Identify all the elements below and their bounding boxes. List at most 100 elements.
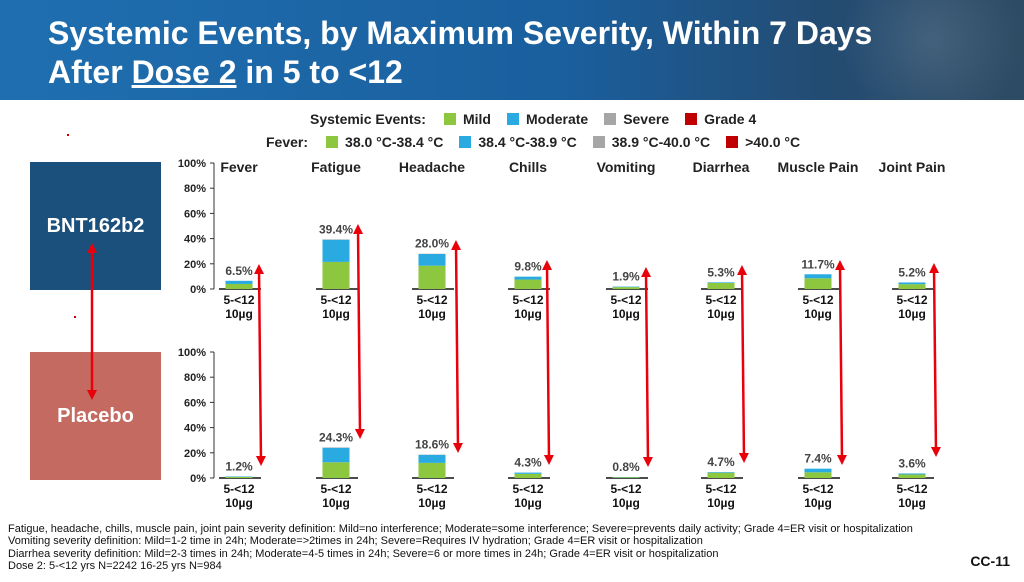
legend-item-moderate: Moderate [506,111,589,127]
total-label: 9.8% [514,260,542,274]
bar-segment-mild [612,477,640,478]
swatch-grade4 [685,113,698,125]
legend-item-fever-2: 38.4 °C-38.9 °C [459,134,577,150]
stray-mark [74,316,76,318]
bar-segment-mild [322,462,350,478]
x-tick-label-line1: 5-<12 [223,293,254,307]
legend-item-fever-1: 38.0 °C-38.4 °C [326,134,443,150]
bar-segment-mild [707,472,735,478]
x-tick-label-line1: 5-<12 [610,482,641,496]
total-label: 3.6% [898,456,926,470]
title-line-2-suffix: in 5 to <12 [236,54,403,90]
bar-segment-moderate [514,276,542,280]
y-tick-label: 80% [184,372,206,384]
x-tick-label-line1: 5-<12 [320,293,351,307]
x-tick-label-line2: 10µg [322,307,350,321]
category-header: Headache [399,159,465,175]
total-label: 18.6% [415,438,449,452]
title-line-2: After Dose 2 in 5 to <12 [48,53,872,92]
total-label: 28.0% [415,237,449,251]
title-banner: Systemic Events, by Maximum Severity, Wi… [0,0,1024,100]
x-tick-label-line1: 5-<12 [896,293,927,307]
bar-segment-mild [707,282,735,289]
x-tick-label-line1: 5-<12 [512,482,543,496]
bar-segment-mild [514,279,542,289]
total-label: 1.2% [225,459,253,473]
x-tick-label-line1: 5-<12 [223,482,254,496]
comparison-arrow [353,224,365,439]
title-line-2-prefix: After [48,54,132,90]
x-tick-label-line1: 5-<12 [896,482,927,496]
slide-number: CC-11 [970,553,1010,569]
bar-segment-moderate [804,468,832,473]
legend-moderate-label: Moderate [525,111,589,127]
y-tick-label: 0% [190,284,206,296]
bar-segment-mild [804,472,832,478]
legend-grade4-label: Grade 4 [704,111,757,127]
x-tick-label-line2: 10µg [612,307,640,321]
total-label: 11.7% [801,257,835,271]
category-header: Diarrhea [693,159,750,175]
bar-segment-mild [514,473,542,478]
bar-segment-mild [225,476,253,478]
x-tick-label-line2: 10µg [898,496,926,510]
y-tick-label: 100% [178,347,206,359]
swatch-severe [604,113,617,125]
x-tick-label-line2: 10µg [514,307,542,321]
footnotes: Fatigue, headache, chills, muscle pain, … [8,523,913,573]
comparison-arrow [737,265,749,463]
title-dose-underlined: Dose 2 [131,54,237,90]
bar-segment-moderate [418,454,446,463]
x-tick-label-line1: 5-<12 [802,293,833,307]
bar-segment-moderate [225,280,253,284]
y-tick-label: 40% [184,423,206,435]
legend-item-grade4: Grade 4 [685,111,756,127]
legend-fever: Fever: 38.0 °C-38.4 °C 38.4 °C-38.9 °C 3… [266,134,816,150]
bar-segment-moderate [322,239,350,262]
category-header: Chills [509,159,547,175]
slide-title: Systemic Events, by Maximum Severity, Wi… [48,14,872,92]
total-label: 0.8% [612,460,640,474]
footnote-4: Dose 2: 5-<12 yrs N=2242 16-25 yrs N=984 [8,560,222,573]
comparison-arrow [451,240,463,453]
total-label: 39.4% [319,222,353,236]
legend-fever-3-label: 38.9 °C-40.0 °C [611,134,711,150]
x-tick-label-line2: 10µg [804,496,832,510]
bar-segment-mild [804,278,832,289]
y-tick-label: 60% [184,397,206,409]
bar-segment-mild [898,284,926,289]
footnote-1: Fatigue, headache, chills, muscle pain, … [8,523,913,535]
x-tick-label-line2: 10µg [707,496,735,510]
legend-item-severe: Severe [604,111,669,127]
category-header: Muscle Pain [778,159,859,175]
x-tick-label-line1: 5-<12 [416,293,447,307]
x-tick-label-line1: 5-<12 [610,293,641,307]
x-tick-label-line1: 5-<12 [320,482,351,496]
bar-segment-moderate [898,282,926,285]
comparison-arrow [641,267,653,467]
x-tick-label-line1: 5-<12 [705,293,736,307]
legend-systemic: Systemic Events: Mild Moderate Severe Gr… [310,111,772,127]
legend-fever-2-label: 38.4 °C-38.9 °C [478,134,577,150]
total-label: 1.9% [612,270,640,284]
bar-segment-mild [225,283,253,289]
swatch-mild [443,113,456,125]
x-tick-label-line1: 5-<12 [802,482,833,496]
bar-segment-moderate [707,282,735,283]
total-label: 7.4% [804,452,832,466]
swatch-moderate [506,113,519,125]
comparison-arrow [835,260,847,465]
category-header: Joint Pain [879,159,946,175]
bar-segment-moderate [804,274,832,279]
footnote-3: Diarrhea severity definition: Mild=2-3 t… [8,547,719,560]
total-label: 24.3% [319,430,353,444]
title-line-1: Systemic Events, by Maximum Severity, Wi… [48,15,873,51]
legend-mild-label: Mild [462,111,491,127]
total-label: 5.2% [898,265,926,279]
x-tick-label-line2: 10µg [898,307,926,321]
x-tick-label-line2: 10µg [707,307,735,321]
legend-item-fever-3: 38.9 °C-40.0 °C [592,134,711,150]
legend-fever-4-label: >40.0 °C [745,134,801,150]
comparison-arrow [929,263,941,457]
